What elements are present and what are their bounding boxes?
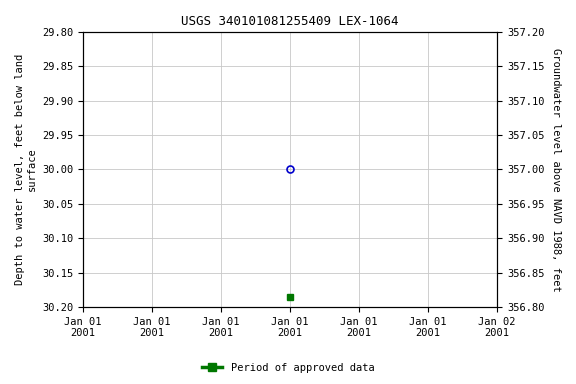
Y-axis label: Groundwater level above NAVD 1988, feet: Groundwater level above NAVD 1988, feet [551, 48, 561, 291]
Y-axis label: Depth to water level, feet below land
surface: Depth to water level, feet below land su… [15, 54, 37, 285]
Legend: Period of approved data: Period of approved data [198, 359, 378, 377]
Title: USGS 340101081255409 LEX-1064: USGS 340101081255409 LEX-1064 [181, 15, 399, 28]
